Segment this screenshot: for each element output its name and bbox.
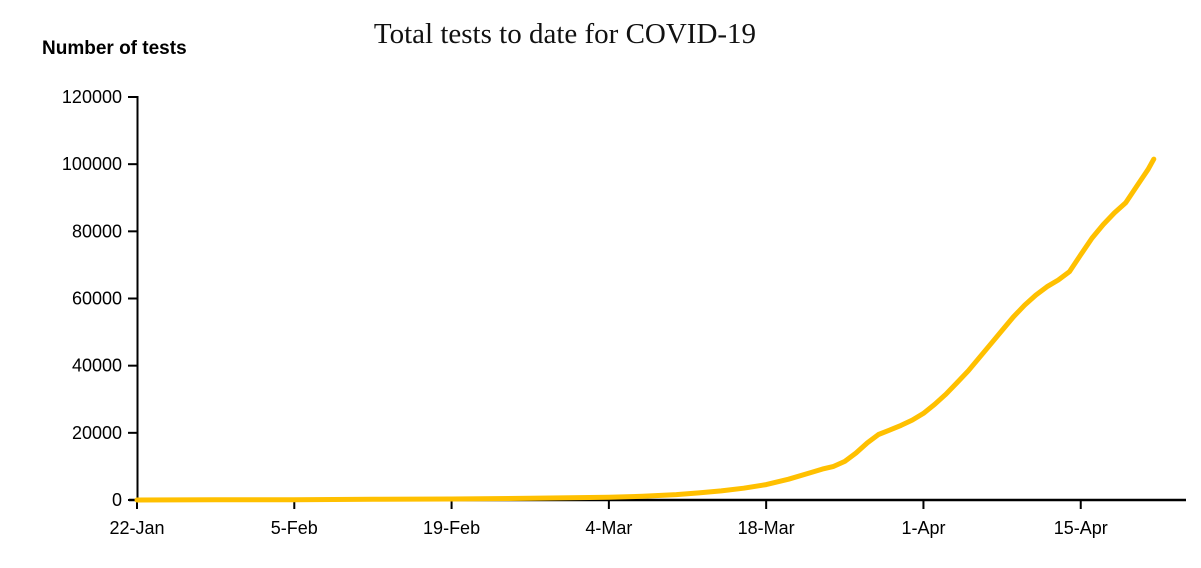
y-tick-label: 80000 — [72, 221, 122, 241]
y-tick-label: 120000 — [62, 87, 122, 107]
total-tests-line — [134, 156, 1157, 503]
y-tick-label: 0 — [112, 490, 122, 510]
y-tick-label: 40000 — [72, 356, 122, 376]
y-tick-marks — [128, 96, 137, 501]
axes — [129, 96, 1186, 502]
x-tick-labels: 22-Jan 5-Feb 19-Feb 4-Mar 18-Mar 1-Apr 15-Apr — [109, 518, 1107, 538]
y-axis-title: Number of tests — [42, 38, 187, 59]
y-tick-label: 100000 — [62, 154, 122, 174]
x-tick-label: 18-Mar — [738, 518, 795, 538]
x-tick-label: 5-Feb — [271, 518, 318, 538]
y-tick-label: 20000 — [72, 423, 122, 443]
x-tick-label: 19-Feb — [423, 518, 480, 538]
chart-title: Total tests to date for COVID-19 — [373, 18, 757, 50]
y-tick-label: 60000 — [72, 289, 122, 309]
y-tick-labels: 0 20000 40000 60000 80000 100000 120000 — [62, 87, 122, 510]
series-lines — [134, 156, 1157, 503]
x-tick-label: 4-Mar — [585, 518, 632, 538]
x-tick-label: 1-Apr — [901, 518, 945, 538]
x-tick-label: 15-Apr — [1054, 518, 1108, 538]
x-tick-label: 22-Jan — [109, 518, 164, 538]
